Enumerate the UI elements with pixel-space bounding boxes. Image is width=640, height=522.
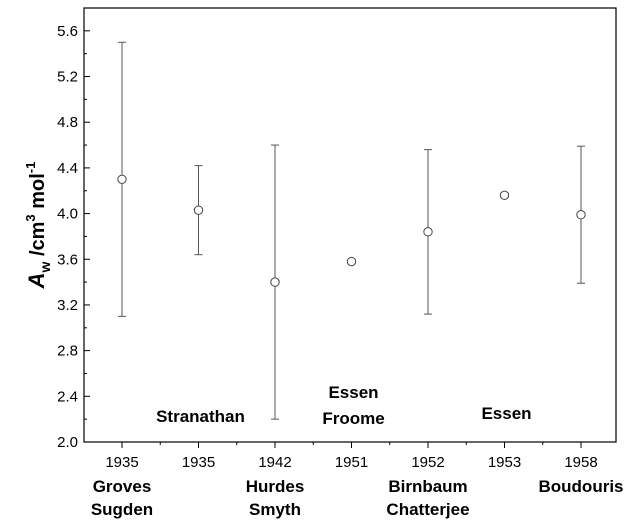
data-point [117,174,127,185]
reference-label: Essen [328,383,378,402]
x-tick-label: 1953 [488,454,521,471]
x-tick-label: 1952 [411,454,444,471]
y-tick-label: 4.8 [57,114,78,131]
data-point [346,256,357,267]
y-tick-label: 5.6 [57,23,78,40]
reference-label: Stranathan [156,407,245,426]
y-axis-label-sup2: -1 [23,162,38,174]
y-axis-label-sup1: 3 [23,214,38,221]
data-point [193,205,204,215]
y-tick-label: 4.4 [57,160,78,177]
x-tick-label: 1935 [182,454,215,471]
y-tick-label: 2.8 [57,343,78,360]
reference-label: Smyth [249,500,301,519]
reference-label: Sugden [91,500,153,519]
data-point [270,277,280,287]
x-tick-label: 1958 [564,454,597,471]
reference-label: Groves [93,477,152,496]
reference-label: Hurdes [246,477,305,496]
axis-ticks [84,30,582,448]
reference-label: Chatterjee [386,500,469,519]
plot-frame [83,7,617,443]
y-axis-label-unit: /cm [27,222,49,262]
y-axis-label-mol: mol [27,173,49,214]
y-tick-label: 5.2 [57,69,78,86]
y-tick-label: 3.2 [57,297,78,314]
x-tick-label: 1942 [258,454,291,471]
labels: 2.0 2.4 2.8 3.2 3.6 4.0 4.4 4.8 5.2 5.6 1935 1935 19… [57,23,623,519]
y-axis-label-subscript: w [37,261,53,273]
data-point [576,210,586,220]
reference-label: Birnbaum [388,477,467,496]
y-axis-label-symbol: A [24,272,49,289]
data-point [423,227,433,237]
data-point [499,190,510,201]
x-tick-label: 1951 [335,454,368,471]
y-axis-label: Aw /cm3 mol-1 [23,162,53,290]
y-tick-label: 2.0 [57,434,78,451]
x-tick-label: 1935 [105,454,138,471]
y-tick-label: 2.4 [57,388,78,405]
reference-label: Boudouris [539,477,624,496]
data-marks [117,41,586,420]
reference-label: Froome [322,409,384,428]
reference-label: Essen [481,404,531,423]
y-tick-label: 3.6 [57,251,78,268]
y-tick-label: 4.0 [57,206,78,223]
